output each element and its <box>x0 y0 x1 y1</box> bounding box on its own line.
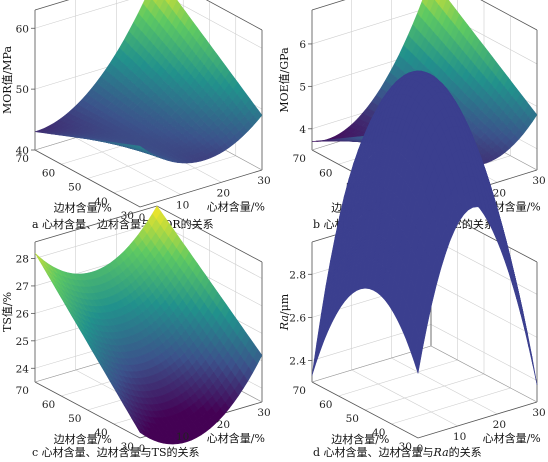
z-tick-label: 50 <box>16 84 29 96</box>
surface-mesh <box>34 0 263 164</box>
x-tick-label: 10 <box>176 431 189 443</box>
z-axis-label: MOR值/MPa <box>1 46 14 114</box>
y-axis-label: 边材含量/% <box>331 432 389 446</box>
panel-caption: a 心材含量、边材含量与MOR的关系 <box>32 217 214 231</box>
z-tick-label: 5 <box>299 81 306 93</box>
x-tick-label: 10 <box>176 200 189 212</box>
x-tick-label: 0 <box>139 212 146 224</box>
z-axis-label: MOE值/GPa <box>278 47 291 113</box>
z-tick-label: 6 <box>299 39 306 51</box>
surface-mesh <box>311 70 538 385</box>
z-tick-label: 27 <box>16 281 29 293</box>
surface-face <box>135 425 145 436</box>
z-tick-label: 24 <box>16 363 30 375</box>
panel-c-ts: 24 25 26 27 28 30 40 50 60 70 0 10 20 30 TS值/% 边材含量/% 心材… <box>1 205 271 459</box>
y-tick-label: 70 <box>16 153 29 165</box>
panel-d-ra: 2.4 2.6 2.8 30 40 50 60 70 0 10 20 30 Ra/μm 边材含量/% 心材含… <box>278 70 546 459</box>
y-tick-label: 40 <box>94 427 107 439</box>
z-tick-label: 60 <box>16 23 29 35</box>
surface-face <box>135 145 145 150</box>
y-tick-label: 30 <box>121 210 134 222</box>
y-tick-label: 30 <box>121 441 134 453</box>
x-tick-label: 20 <box>493 419 506 431</box>
z-tick-label: 25 <box>16 336 29 348</box>
x-tick-label: 0 <box>417 443 424 455</box>
y-axis-label: 边材含量/% <box>54 200 112 214</box>
surface-face <box>413 335 423 374</box>
x-axis-label: 心材含量/% <box>207 431 265 445</box>
y-tick-label: 70 <box>293 385 306 397</box>
panel-caption: c 心材含量、边材含量与TS的关系 <box>32 445 200 459</box>
z-tick-label: 40 <box>16 145 29 157</box>
z-axis-label: Ra/μm <box>278 293 291 331</box>
z-tick-label: 2.6 <box>289 312 306 324</box>
x-tick-label: 20 <box>217 187 230 199</box>
x-tick-label: 30 <box>257 175 270 187</box>
z-tick-label: 2.4 <box>289 355 306 367</box>
x-axis-label: 心材含量/% <box>207 199 265 213</box>
x-tick-label: 20 <box>493 187 506 199</box>
x-tick-label: 10 <box>453 431 466 443</box>
y-tick-label: 40 <box>94 196 107 208</box>
x-tick-label: 20 <box>217 419 230 431</box>
y-tick-label: 60 <box>319 399 332 411</box>
x-tick-label: 0 <box>139 443 146 455</box>
x-tick-label: 30 <box>257 407 270 419</box>
y-tick-label: 60 <box>319 167 332 179</box>
x-axis-label: 心材含量/% <box>483 431 541 445</box>
z-tick-label: 4 <box>299 124 306 136</box>
y-tick-label: 70 <box>293 153 306 165</box>
y-tick-label: 50 <box>68 182 81 194</box>
x-tick-label: 30 <box>532 175 545 187</box>
y-tick-label: 30 <box>399 441 412 453</box>
z-axis-label: TS值/% <box>1 292 14 332</box>
y-tick-label: 40 <box>372 427 385 439</box>
surface-face <box>34 252 44 265</box>
y-tick-label: 50 <box>346 413 359 425</box>
y-tick-label: 60 <box>42 399 55 411</box>
panel-caption: d 心材含量、边材含量与Ra的关系 <box>313 445 482 459</box>
z-tick-label: 28 <box>16 253 29 265</box>
surface-mesh <box>34 205 263 445</box>
y-tick-label: 60 <box>42 167 55 179</box>
x-tick-label: 30 <box>532 407 545 419</box>
y-tick-label: 50 <box>68 413 81 425</box>
y-axis-label: 边材含量/% <box>54 432 112 446</box>
panel-a-mor: 40 50 60 30 40 50 60 70 0 10 20 30 MOR值/MPa 边材含量/% 心材含… <box>1 0 271 231</box>
z-tick-label: 2.8 <box>289 269 306 281</box>
y-tick-label: 70 <box>16 385 29 397</box>
z-tick-label: 26 <box>16 308 30 320</box>
